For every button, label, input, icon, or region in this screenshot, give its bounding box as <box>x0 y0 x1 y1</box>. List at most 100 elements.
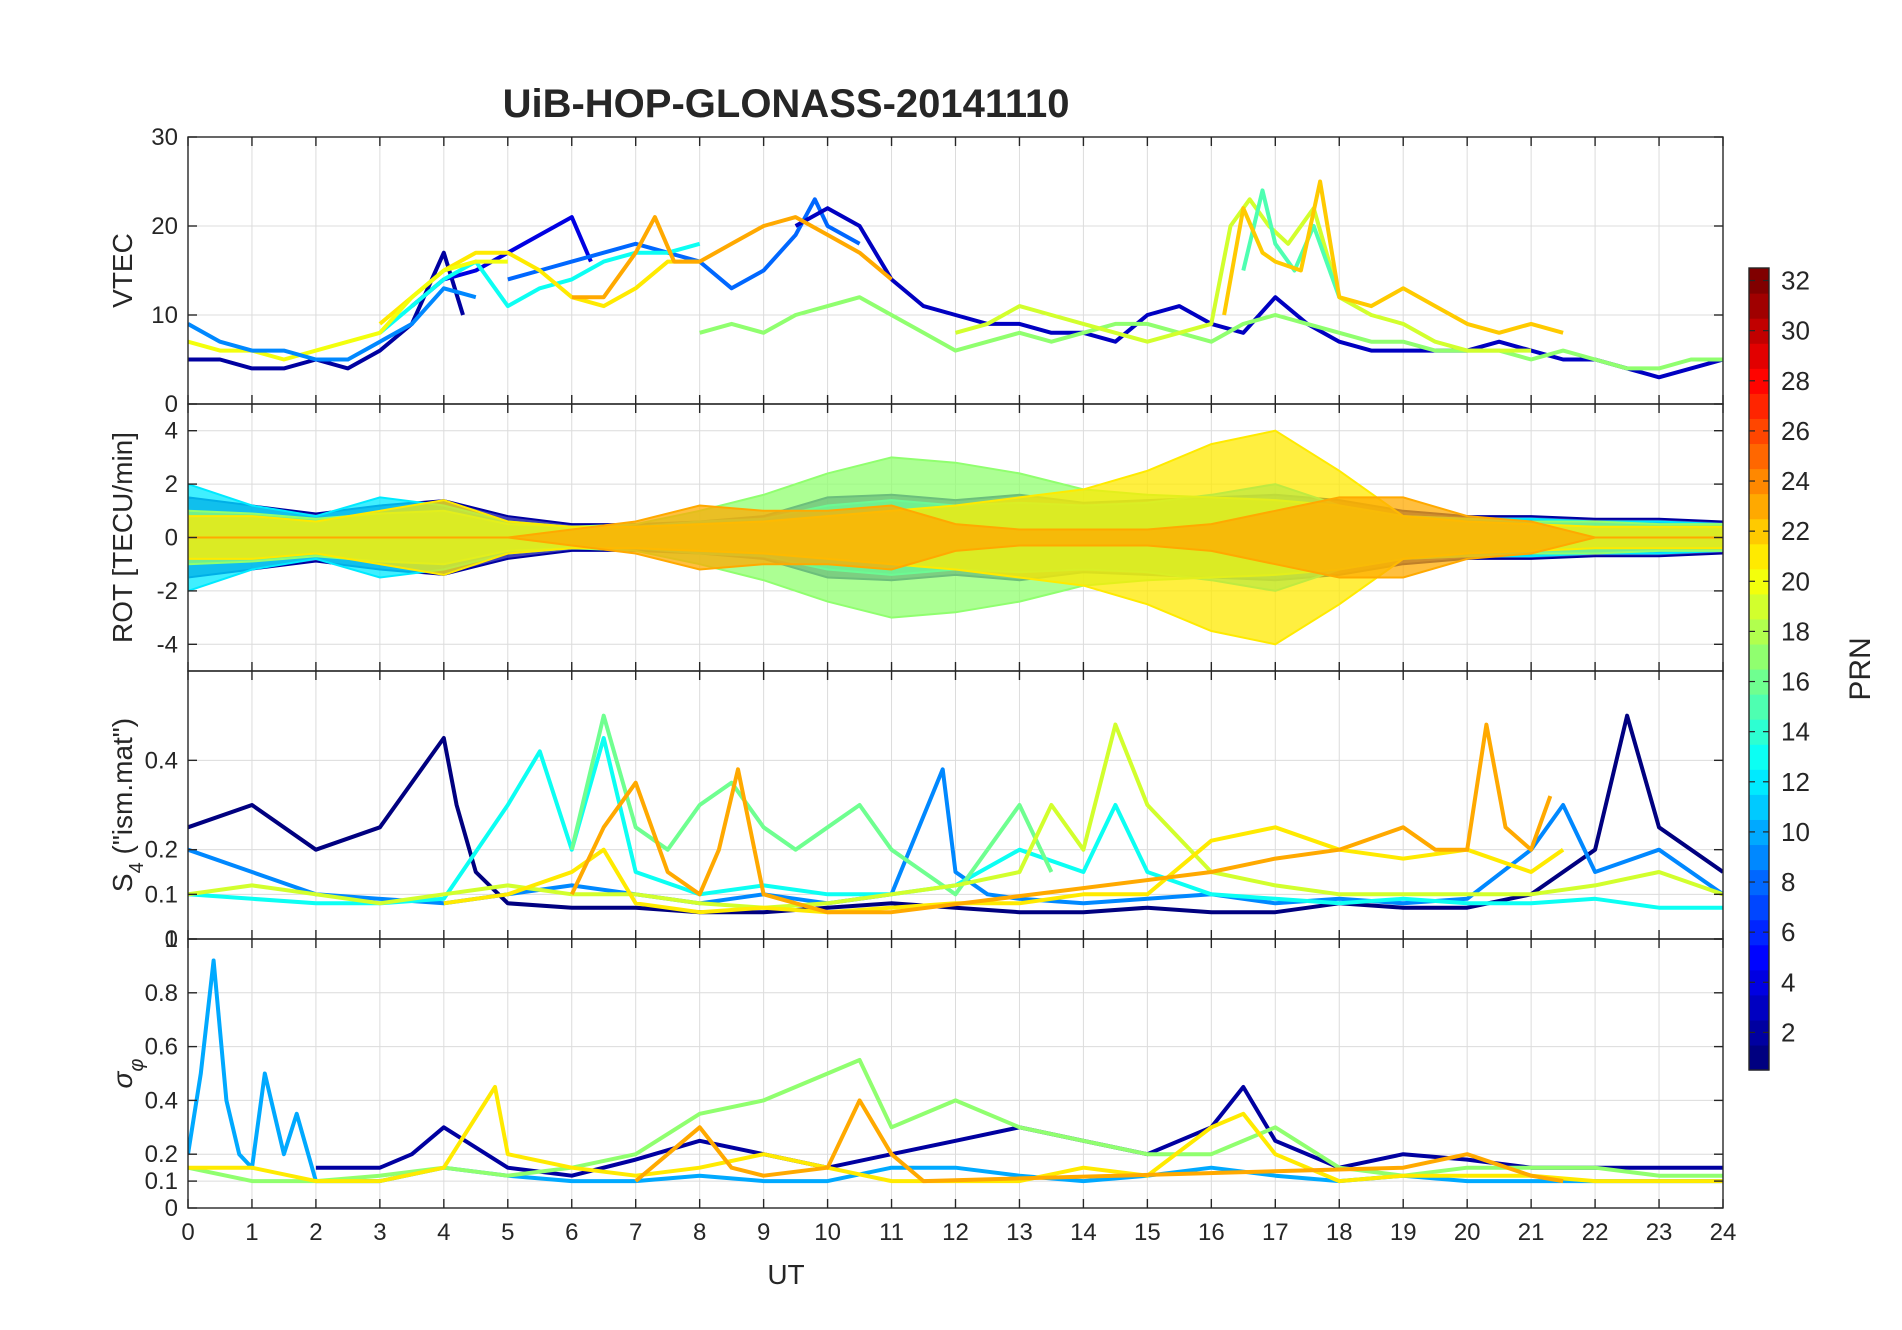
colorbar-cell <box>1749 844 1769 871</box>
panel-vtec: 0 10 20 30 VTEC <box>107 124 1724 418</box>
y-tick-label: 0.4 <box>145 747 178 774</box>
x-tick-label: 5 <box>501 1219 514 1246</box>
series-line-prn-3 <box>794 206 1723 380</box>
series-sigma <box>188 958 1723 1184</box>
series-line-prn-2 <box>188 250 465 371</box>
x-tick-label: 6 <box>565 1219 578 1246</box>
y-tick-label: 0.8 <box>145 980 178 1007</box>
series-line-prn-15 <box>1241 188 1342 298</box>
x-tick-label: 7 <box>629 1219 642 1246</box>
x-tick-label: 3 <box>373 1219 386 1246</box>
series-line-prn-23 <box>634 1098 1564 1184</box>
x-axis-label: UT <box>767 1259 804 1290</box>
colorbar-frame <box>1748 267 1770 1071</box>
x-tick-label: 2 <box>309 1219 322 1246</box>
x-tick-labels: 0 1 2 3 4 5 6 7 8 9 10 11 12 13 14 15 16 17 18 19 20 21 22 23 24 <box>181 1219 1736 1246</box>
panel-rot: -4 -2 0 2 4 ROT [TECU/min] <box>107 403 1724 672</box>
colorbar-tick-label: 28 <box>1781 366 1810 396</box>
colorbar-tick-label: 10 <box>1781 817 1810 847</box>
y-tick-label: 20 <box>151 213 178 240</box>
x-tick-label: 15 <box>1134 1219 1161 1246</box>
x-tick-label: 4 <box>437 1219 450 1246</box>
series-line-prn-8 <box>507 197 861 291</box>
colorbar-tick-label: 8 <box>1781 867 1795 897</box>
series-line-prn-23 <box>571 215 893 300</box>
y-tick-label: 10 <box>151 302 178 329</box>
series-line-prn-17 <box>699 295 1723 371</box>
colorbar-cell <box>1749 543 1769 570</box>
colorbar-cell <box>1749 293 1769 319</box>
colorbar-cell <box>1749 443 1769 470</box>
series-line-prn-19 <box>954 197 1532 353</box>
y-tick-label: 0.2 <box>145 1141 178 1168</box>
colorbar-cell <box>1749 719 1769 745</box>
grid-vtec <box>187 136 1724 405</box>
x-tick-label: 21 <box>1518 1219 1545 1246</box>
series-s4 <box>188 713 1723 915</box>
colorbar-tick-label: 22 <box>1781 516 1810 546</box>
x-tick-label: 14 <box>1070 1219 1097 1246</box>
series-line-prn-23 <box>569 722 1553 915</box>
y-tick-label: -4 <box>157 631 178 658</box>
series-line-prn-20 <box>188 259 508 362</box>
x-tick-label: 19 <box>1390 1219 1417 1246</box>
panel-s4: 0 0.1 0.2 0.4S4 ("ism.mat") <box>107 670 1724 953</box>
y-tick-label: 4 <box>165 418 178 445</box>
colorbar-cell <box>1749 1019 1769 1046</box>
y-axis-label-sigma: σφ <box>107 1059 148 1089</box>
colorbar-cell <box>1749 944 1769 971</box>
colorbar-tick-label: 6 <box>1781 917 1795 947</box>
series-line-prn-21 <box>443 825 1565 915</box>
y-tick-label: 0 <box>165 525 178 552</box>
x-tick-label: 20 <box>1454 1219 1481 1246</box>
colorbar-cell <box>1749 869 1769 896</box>
colorbar-cell <box>1749 694 1769 720</box>
y-tick-label: 0.4 <box>145 1087 178 1114</box>
y-axis-label-s4: S4 ("ism.mat") <box>107 718 148 892</box>
colorbar-tick-label: 24 <box>1781 466 1810 496</box>
x-tick-label: 17 <box>1262 1219 1289 1246</box>
colorbar-cell <box>1749 794 1769 820</box>
y-tick-label: 0 <box>165 1195 178 1222</box>
series-vtec <box>188 179 1723 380</box>
colorbar-cell <box>1749 568 1769 595</box>
y-tick-label: 0.1 <box>145 1168 178 1195</box>
colorbar-cell <box>1749 819 1769 846</box>
y-tick-label: 0.6 <box>145 1034 178 1061</box>
colorbar-tick-label: 32 <box>1781 266 1810 296</box>
x-tick-label: 0 <box>181 1219 194 1246</box>
colorbar-cell <box>1749 318 1769 344</box>
colorbar-tick-label: 16 <box>1781 667 1810 697</box>
colorbar-cell <box>1749 744 1769 770</box>
colorbar-cell <box>1749 643 1769 670</box>
ticks-s4: 0 0.1 0.2 0.4 <box>145 671 1724 953</box>
colorbar-cell <box>1749 593 1769 620</box>
colorbar-cell <box>1749 969 1769 996</box>
x-tick-label: 22 <box>1582 1219 1609 1246</box>
colorbar-tick-label: 30 <box>1781 316 1810 346</box>
colorbar-tick-label: 4 <box>1781 967 1795 997</box>
colorbar-tick-label: 12 <box>1781 767 1810 797</box>
y-tick-label: 30 <box>151 124 178 151</box>
x-tick-label: 8 <box>693 1219 706 1246</box>
colorbar-cell <box>1749 518 1769 545</box>
colorbar-cell <box>1749 894 1769 921</box>
x-tick-label: 13 <box>1006 1219 1033 1246</box>
x-tick-label: 24 <box>1710 1219 1737 1246</box>
x-tick-label: 16 <box>1198 1219 1225 1246</box>
colorbar-cell <box>1749 343 1769 369</box>
colorbar-cell <box>1749 493 1769 520</box>
y-tick-label: -2 <box>157 578 178 605</box>
series-line-prn-16 <box>569 713 1054 897</box>
y-tick-label: 0.1 <box>145 881 178 908</box>
series-line-prn-17 <box>188 1058 1723 1184</box>
y-tick-label: 2 <box>165 471 178 498</box>
series-line-prn-19 <box>188 722 1723 910</box>
y-axis-label-vtec: VTEC <box>107 233 138 308</box>
colorbar-cell <box>1749 393 1769 419</box>
colorbar-cell <box>1749 468 1769 495</box>
colorbar-label: PRN <box>1844 637 1877 700</box>
